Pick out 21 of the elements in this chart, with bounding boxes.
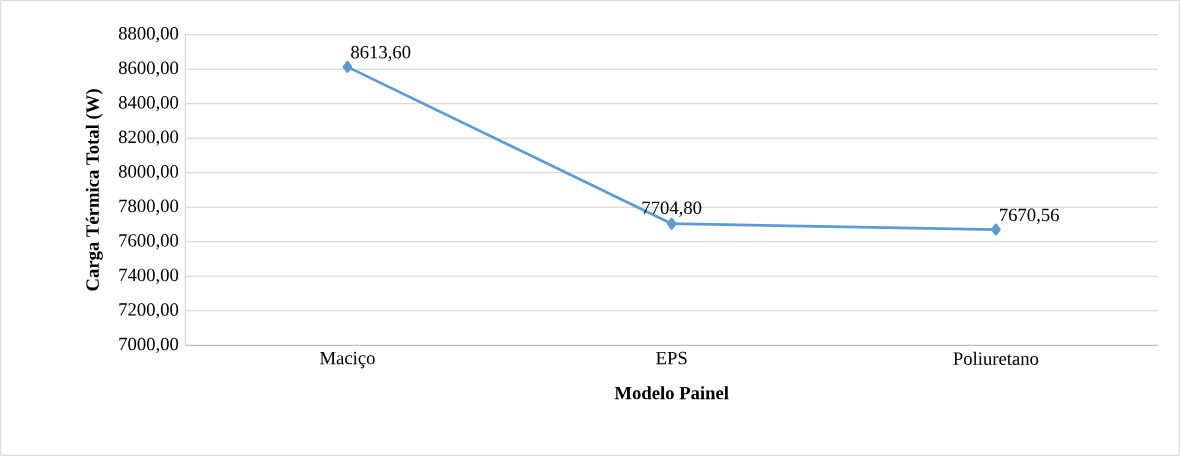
y-tick-label: 8600,00 <box>118 61 179 77</box>
y-tick-label: 8000,00 <box>118 165 179 181</box>
y-tick-label: 7800,00 <box>119 199 179 215</box>
data-label: 8613,60 <box>351 45 411 62</box>
y-tick-label: 8400,00 <box>118 96 179 112</box>
y-tick-label: 7000,00 <box>119 337 179 353</box>
x-tick-label: Poliuretano <box>953 351 1039 365</box>
y-tick-label: 7200,00 <box>119 303 179 319</box>
data-label: 7704,80 <box>642 201 702 217</box>
y-tick-label: 8200,00 <box>118 130 179 146</box>
point <box>666 217 677 230</box>
y-tick-label: 8800,00 <box>118 27 179 43</box>
y-axis-title: Carga Térmica Total (W) <box>85 89 103 291</box>
x-axis-title: Modelo Painel <box>614 386 729 400</box>
data-label: 7670,56 <box>1000 208 1059 224</box>
x-tick-label: Maciço <box>320 351 375 369</box>
x-tick-label: EPS <box>656 351 687 365</box>
point <box>991 223 1001 236</box>
y-tick-label: 7400,00 <box>119 268 179 284</box>
y-tick-label: 7600,00 <box>119 234 179 250</box>
point <box>342 60 353 73</box>
